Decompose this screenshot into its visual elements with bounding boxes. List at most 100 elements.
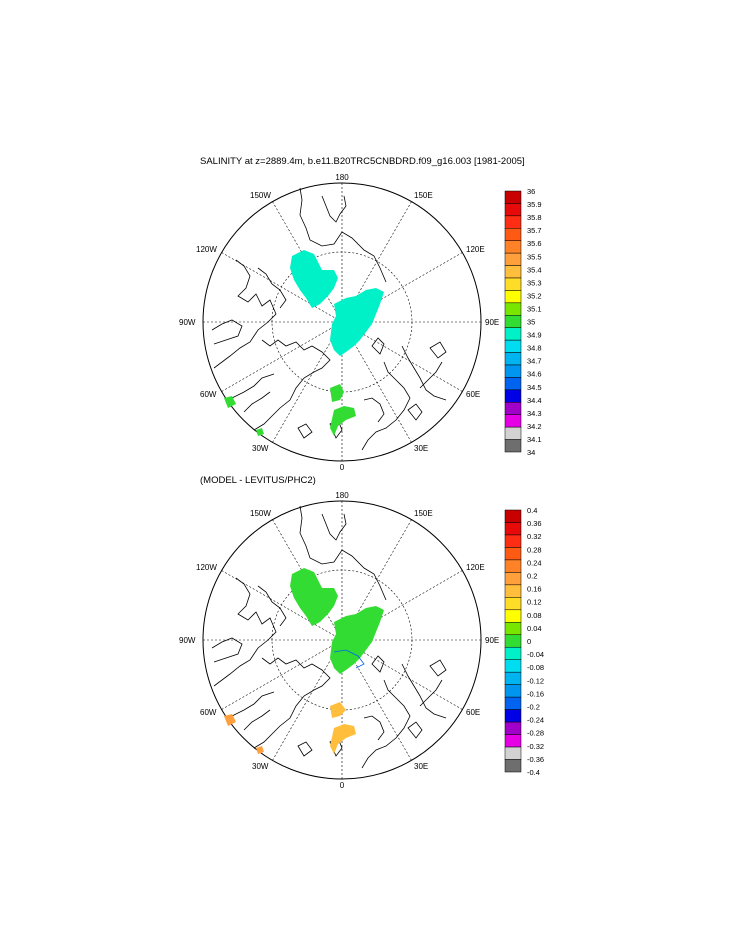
colorbar-tick-label: 35.9 — [527, 200, 542, 209]
colorbar-tick-label: 0.08 — [527, 611, 542, 620]
colorbar-swatch — [504, 228, 522, 241]
colorbar-tick-label: -0.16 — [527, 689, 544, 698]
salinity-region-atlantic-1 — [224, 396, 236, 408]
colorbar-swatch — [504, 671, 522, 685]
colorbar-tick-label: 0 — [527, 637, 531, 646]
colorbar-swatch — [504, 315, 522, 328]
colorbar-swatch — [504, 352, 522, 366]
lon-label-60w: 60W — [200, 390, 217, 399]
colorbar-tick-label: -0.28 — [527, 729, 544, 738]
colorbar-swatch — [504, 696, 522, 710]
colorbar-swatch — [504, 659, 522, 673]
panel-1: SALINITY at z=2889.4m, b.e11.B20TRC5CNBD… — [179, 156, 542, 472]
salinity-region-norwegian — [330, 406, 356, 436]
colorbar-swatch — [504, 646, 522, 660]
colorbar-tick-label: 0.4 — [527, 506, 537, 515]
colorbar-tick-label: -0.08 — [527, 663, 544, 672]
colorbar-swatch — [504, 277, 522, 291]
colorbar-tick-label: 34.3 — [527, 409, 542, 418]
colorbar-tick-label: 35 — [527, 318, 535, 327]
colorbar-swatch — [504, 734, 522, 748]
coastlines — [211, 505, 447, 769]
colorbar-swatch — [504, 302, 522, 316]
lon-label-60w: 60W — [200, 708, 217, 717]
colorbar-swatch — [504, 389, 522, 403]
colorbar-swatch — [504, 402, 522, 415]
salinity-region-arctic-central — [330, 288, 384, 356]
colorbar-tick-label: 0.24 — [527, 558, 542, 567]
colorbar-tick-label: 35.5 — [527, 252, 542, 261]
lon-label-30e: 30E — [414, 444, 428, 453]
colorbar-swatch — [504, 339, 522, 353]
colorbar-tick-label: -0.12 — [527, 676, 544, 685]
colorbar-tick-label: 35.8 — [527, 213, 542, 222]
colorbar-tick-label: -0.32 — [527, 742, 544, 751]
colorbar-1: 36 35.9 35.8 35.7 35.6 35.5 35.4 35.3 35.2 35.1 35… — [504, 187, 542, 457]
colorbar-tick-label: 0.04 — [527, 624, 542, 633]
colorbar-swatch — [504, 509, 522, 523]
anomaly-region-arctic-west — [290, 568, 338, 626]
colorbar-tick-label: -0.24 — [527, 716, 544, 725]
salinity-region-fram — [330, 384, 344, 402]
colorbar-tick-label: -0.04 — [527, 650, 544, 659]
colorbar-swatch — [504, 414, 522, 428]
colorbar-tick-label: 35.6 — [527, 239, 542, 248]
colorbar-swatch — [504, 215, 522, 229]
lon-label-60e: 60E — [466, 390, 480, 399]
anomaly-region-fram — [330, 702, 346, 718]
panel-2: (MODEL - LEVITUS/PHC2) — [179, 475, 544, 790]
colorbar-tick-label: -0.36 — [527, 755, 544, 764]
colorbar-tick-label: 0.32 — [527, 532, 542, 541]
colorbar-swatch — [504, 426, 522, 440]
colorbar-tick-label: 34.8 — [527, 344, 542, 353]
colorbar-swatch — [504, 190, 522, 204]
lon-label-90w: 90W — [179, 636, 196, 645]
lon-label-180: 180 — [335, 173, 349, 182]
polar-map-2: 180 150E 120E 90E 60E 30E 0 30W 60W 90W … — [179, 491, 499, 790]
colorbar-swatch — [504, 290, 522, 304]
colorbar-swatch — [504, 265, 522, 279]
panel-1-title: SALINITY at z=2889.4m, b.e11.B20TRC5CNBD… — [200, 156, 525, 167]
colorbar-swatch — [504, 584, 522, 598]
lon-label-90e: 90E — [485, 636, 499, 645]
colorbar-swatch — [504, 622, 522, 636]
anomaly-region-arctic-central — [330, 606, 384, 674]
colorbar-tick-label: 34.4 — [527, 396, 542, 405]
lon-label-90e: 90E — [485, 318, 499, 327]
anomaly-region-atlantic-1 — [224, 714, 236, 726]
lon-label-120w: 120W — [196, 563, 217, 572]
colorbar-tick-label: 35.3 — [527, 278, 542, 287]
polar-map-1: 180 150E 120E 90E 60E 30E 0 30W 60W 90W … — [179, 173, 499, 472]
lon-label-60e: 60E — [466, 708, 480, 717]
colorbar-tick-label: 34 — [527, 448, 535, 457]
lon-label-180: 180 — [335, 491, 349, 500]
colorbar-swatch — [504, 684, 522, 698]
colorbar-tick-label: 34.7 — [527, 357, 542, 366]
lon-label-30w: 30W — [252, 444, 269, 453]
colorbar-swatch — [504, 746, 522, 760]
lon-label-120e: 120E — [466, 245, 485, 254]
colorbar-tick-label: 0.2 — [527, 572, 537, 581]
colorbar-tick-label: 34.9 — [527, 331, 542, 340]
longitude-labels: 180 150E 120E 90E 60E 30E 0 30W 60W 90W … — [179, 173, 499, 472]
colorbar-swatch — [504, 559, 522, 573]
anomaly-region-norwegian — [330, 724, 356, 754]
colorbar-tick-label: 0.12 — [527, 598, 542, 607]
colorbar-tick-label: -0.4 — [527, 768, 540, 777]
colorbar-swatch — [504, 721, 522, 735]
colorbar-tick-label: 34.6 — [527, 370, 542, 379]
colorbar-swatch — [504, 522, 522, 536]
lon-label-0: 0 — [340, 463, 345, 472]
colorbar-2: 0.4 0.36 0.32 0.28 0.24 0.2 0.16 0.12 0.08 0.04 0 -… — [504, 506, 544, 777]
lon-label-150w: 150W — [250, 509, 271, 518]
lon-label-120e: 120E — [466, 563, 485, 572]
colorbar-swatch — [504, 439, 522, 453]
anomaly-region-atlantic-2 — [256, 746, 264, 754]
lon-label-150e: 150E — [414, 191, 433, 200]
lon-label-90w: 90W — [179, 318, 196, 327]
lon-label-0: 0 — [340, 781, 345, 790]
colorbar-tick-label: 34.1 — [527, 435, 542, 444]
coastlines — [211, 187, 447, 451]
colorbar-swatch — [504, 240, 522, 254]
